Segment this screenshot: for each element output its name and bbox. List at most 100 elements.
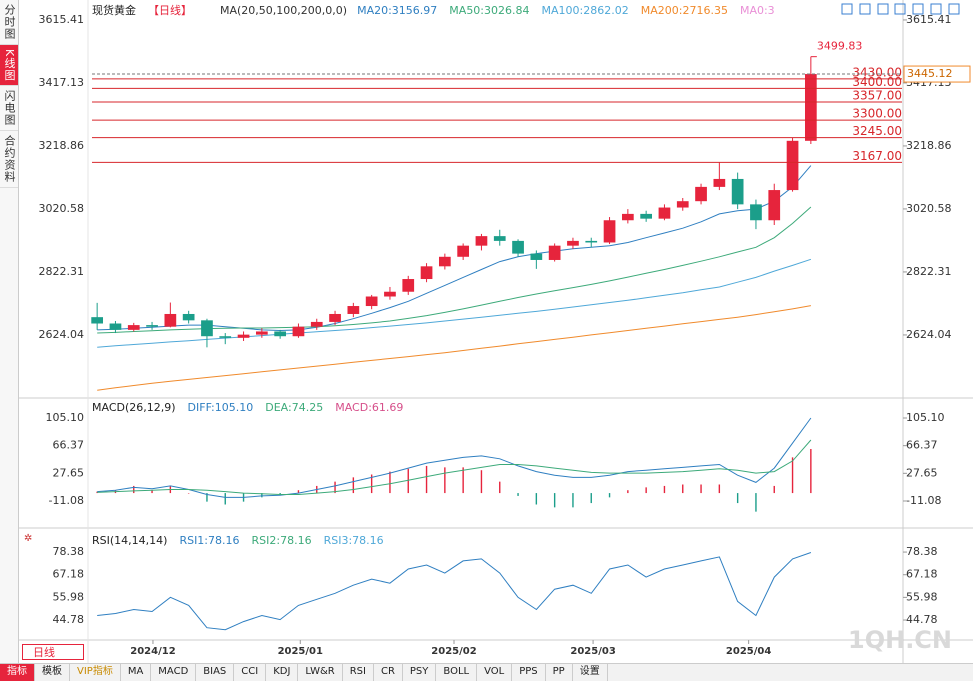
y-tick-label-left: 3020.58 [39, 202, 85, 215]
settings-icon[interactable]: ✲ [24, 533, 32, 544]
watermark: 1QH.CN [848, 626, 953, 654]
y-tick-label: 67.18 [906, 568, 938, 581]
y-tick-label-left: 3615.41 [39, 13, 85, 26]
macd-bar [700, 484, 702, 494]
macd-bar [627, 490, 629, 494]
x-tick-label: 2025/03 [570, 646, 615, 657]
y-tick-label: 2624.04 [906, 328, 952, 341]
legend-label: MA200:2716.35 [641, 4, 728, 17]
macd-bar [810, 449, 812, 494]
candle-body [237, 334, 250, 338]
y-tick-label: 3615.41 [906, 13, 952, 26]
chart: ✲ 3615.413615.413417.133417.133218.86321… [19, 0, 973, 663]
toolbar-button[interactable]: BIAS [196, 664, 235, 681]
candle-body [310, 321, 323, 327]
candle-body [457, 245, 470, 257]
toolbar-button[interactable]: CCI [234, 664, 267, 681]
macd-line [97, 417, 812, 498]
macd-line [97, 439, 812, 495]
level-label: 3357.00 [852, 89, 902, 103]
toolbar-button[interactable]: MACD [151, 664, 197, 681]
candle-body [347, 306, 360, 314]
candle-body [731, 178, 744, 205]
toolbar-button[interactable]: 指标 [0, 664, 35, 681]
candle-body [420, 266, 433, 280]
y-tick-label-left: 3218.86 [39, 139, 85, 152]
macd-bar [535, 493, 538, 505]
macd-bar [279, 493, 281, 495]
toolbar-button[interactable]: VOL [477, 664, 513, 681]
toolbar-button[interactable]: PPS [512, 664, 546, 681]
y-tick-label-left: 3417.13 [39, 76, 85, 89]
toolbar-button[interactable]: KDJ [266, 664, 299, 681]
y-tick-label: 105.10 [906, 411, 945, 424]
macd-bar [736, 493, 739, 504]
candle-body [621, 213, 634, 221]
candle-body [475, 236, 488, 246]
toolbar-button[interactable]: LW&R [298, 664, 343, 681]
candle-body [548, 245, 561, 260]
candle-body [127, 325, 140, 330]
y-tick-label-left: 55.98 [53, 590, 85, 603]
y-tick-label: 78.38 [906, 545, 938, 558]
ma-line [97, 258, 812, 348]
ma-line [97, 165, 812, 332]
sidebar: 分时图 K线图 闪电图 合约资料 [0, 0, 19, 663]
toolbar-button[interactable]: CR [374, 664, 403, 681]
legend-label: DIFF:105.10 [188, 401, 254, 414]
candle-body [768, 190, 781, 221]
legend-label: MA20:3156.97 [357, 4, 437, 17]
candle-body [530, 253, 543, 260]
y-tick-label-left: 44.78 [53, 613, 85, 626]
level-label: 3430.00 [852, 65, 902, 79]
sidebar-tab[interactable]: 分时图 [0, 0, 18, 45]
macd-bar [187, 493, 190, 494]
y-tick-label: 3218.86 [906, 139, 952, 152]
candle-body [274, 331, 287, 337]
y-tick-label-left: -11.08 [49, 494, 84, 507]
sidebar-tab[interactable]: 闪电图 [0, 86, 18, 132]
candle-body [329, 313, 341, 322]
toolbar-button[interactable]: 设置 [573, 664, 608, 681]
y-tick-label: 2822.31 [906, 265, 952, 278]
macd-bar [773, 485, 775, 494]
toolbar-button[interactable]: RSI [343, 664, 374, 681]
level-label: 3400.00 [852, 75, 902, 89]
candle-body [292, 326, 305, 337]
x-tick-label: 2025/02 [431, 646, 476, 657]
macd-bar [297, 490, 300, 494]
indicator-label: MA(20,50,100,200,0,0) [220, 4, 347, 17]
ma-line [97, 206, 812, 334]
y-tick-label: 27.65 [906, 466, 938, 479]
rsi-line [97, 552, 812, 631]
legend-label: RSI3:78.16 [324, 534, 384, 547]
macd-bar [462, 467, 464, 494]
macd-bar [791, 457, 794, 494]
sidebar-tab[interactable]: K线图 [0, 45, 18, 87]
macd-bar [389, 471, 391, 494]
macd-bar [352, 477, 355, 494]
macd-bar [499, 481, 501, 494]
x-tick-label: 2025/04 [726, 646, 771, 657]
toolbar-button[interactable]: VIP指标 [70, 664, 121, 681]
candle-body [91, 317, 104, 324]
candle-body [585, 240, 598, 243]
candle-body [750, 204, 762, 221]
y-tick-label: 55.98 [906, 590, 938, 603]
period-button[interactable]: 日线 [22, 644, 84, 660]
sidebar-tab[interactable]: 合约资料 [0, 131, 18, 189]
toolbar-button[interactable]: PP [546, 664, 573, 681]
macd-bar [755, 493, 757, 512]
toolbar-icons[interactable] [841, 3, 960, 15]
level-label: 3245.00 [852, 124, 902, 138]
macd-bar [553, 493, 556, 508]
candle-body [164, 313, 177, 327]
legend-label: RSI2:78.16 [252, 534, 312, 547]
toolbar-button[interactable]: 模板 [35, 664, 70, 681]
y-tick-label-left: 67.18 [53, 568, 85, 581]
toolbar-button[interactable]: BOLL [436, 664, 478, 681]
macd-bar [224, 493, 226, 505]
toolbar-button[interactable]: PSY [403, 664, 437, 681]
toolbar-button[interactable]: MA [121, 664, 152, 681]
candle-body [658, 207, 671, 219]
